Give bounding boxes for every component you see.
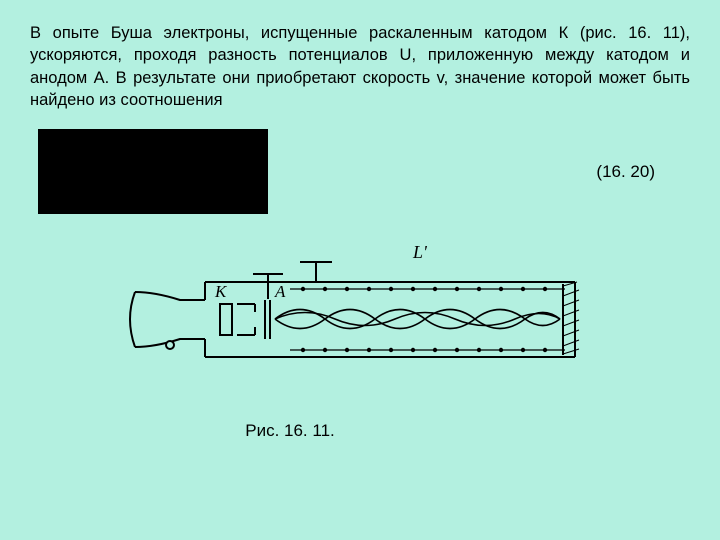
bush-experiment-diagram: К А L': [125, 242, 595, 407]
figure-caption: Рис. 16. 11.: [0, 421, 690, 441]
length-label: L': [412, 242, 428, 262]
anode-label: А: [274, 282, 286, 301]
formula-row: (16. 20): [30, 129, 690, 214]
equation-number: (16. 20): [596, 162, 655, 182]
main-paragraph: В опыте Буша электроны, испущенные раска…: [30, 22, 690, 111]
cathode-label: К: [214, 282, 228, 301]
formula-black-box: [38, 129, 268, 214]
